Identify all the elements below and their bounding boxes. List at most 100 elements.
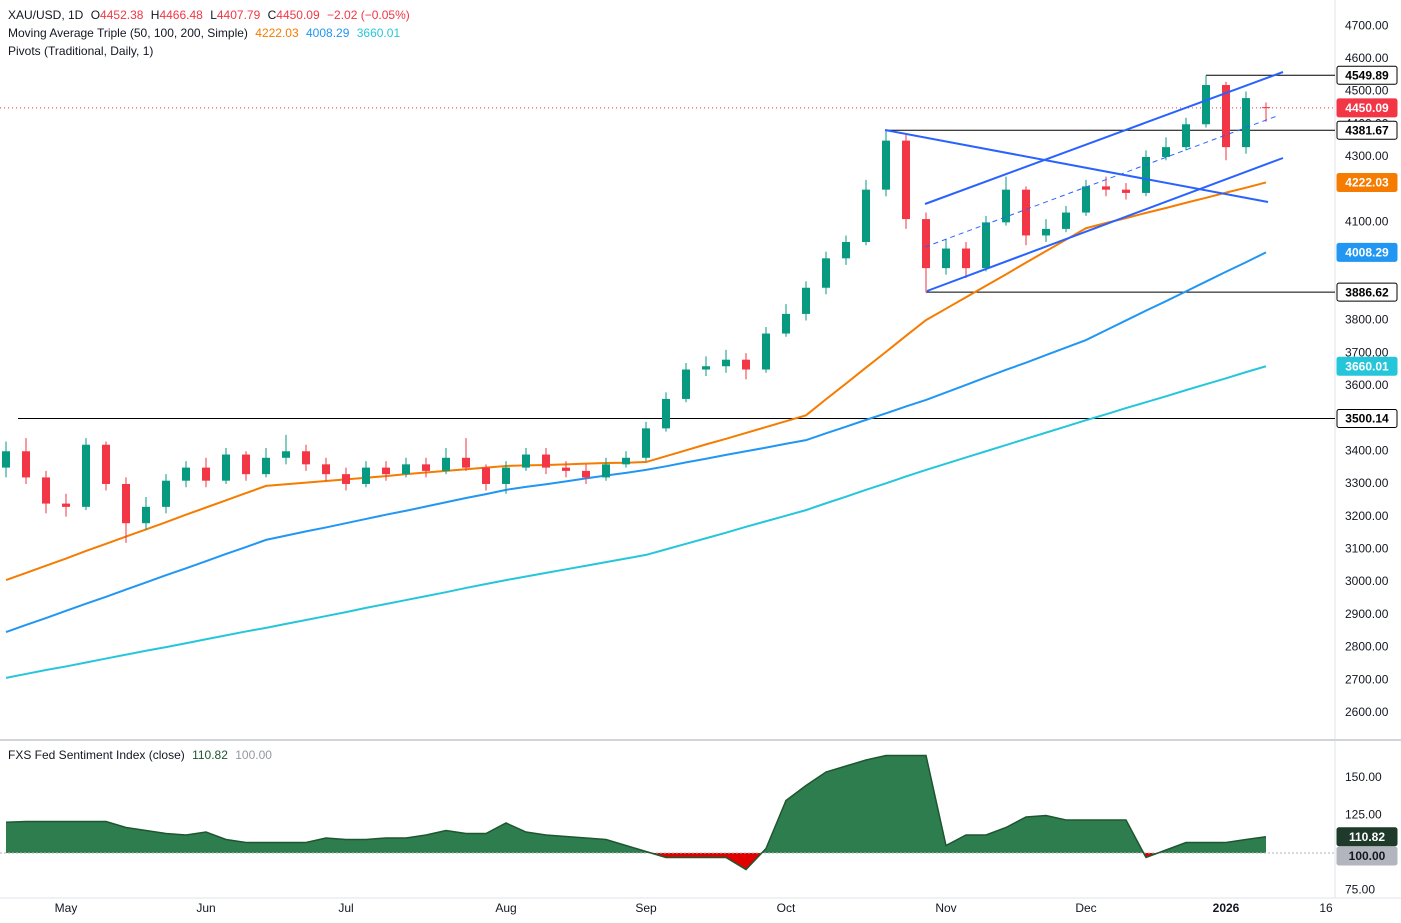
candle-body — [422, 464, 430, 471]
price-tag — [1336, 242, 1398, 262]
price-tag — [1336, 846, 1398, 866]
y-tick-label: 4300.00 — [1345, 149, 1389, 163]
candle-body — [582, 470, 590, 478]
candle-body — [482, 467, 490, 484]
candle-body — [102, 444, 110, 484]
price-tag-label: 3500.14 — [1345, 412, 1389, 426]
candle-body — [922, 219, 930, 269]
candle-body — [842, 241, 850, 259]
y-tick-label: 150.00 — [1345, 770, 1382, 784]
candle-body — [1222, 85, 1230, 148]
candle-body — [462, 457, 470, 468]
ohlc-letter: L — [210, 8, 217, 22]
ohlc-value: 4452.38 — [100, 8, 144, 22]
indicator-legend: FXS Fed Sentiment Index (close) 110.82 1… — [8, 746, 276, 764]
x-tick-label: 2026 — [1213, 901, 1240, 915]
candle-body — [162, 480, 170, 507]
candle-body — [1262, 107, 1270, 109]
candle-body — [2, 451, 10, 468]
candle-body — [542, 454, 550, 468]
y-tick-label: 3400.00 — [1345, 443, 1389, 457]
sentiment-line — [5, 754, 1267, 871]
ma-row: Moving Average Triple (50, 100, 200, Sim… — [8, 24, 414, 42]
change: −2.02 (−0.05%) — [327, 8, 410, 22]
y-tick-label: 3700.00 — [1345, 345, 1389, 359]
candle-body — [602, 464, 610, 478]
price-tag-label: 3886.62 — [1345, 285, 1389, 299]
price-tag — [1336, 120, 1398, 140]
x-tick-label: Jul — [338, 901, 353, 915]
indicator-value: 110.82 — [192, 748, 228, 762]
x-tick-label: Oct — [777, 901, 796, 915]
ma-title: Moving Average Triple (50, 100, 200, Sim… — [8, 26, 248, 40]
candle-body — [742, 359, 750, 370]
candle-body — [1122, 189, 1130, 193]
main-legend: XAU/USD, 1D O4452.38 H4466.48 L4407.79 C… — [8, 6, 414, 60]
y-tick-label: 4600.00 — [1345, 51, 1389, 65]
candle-body — [442, 457, 450, 471]
price-tag-label: 4381.67 — [1345, 123, 1389, 137]
x-tick-label: Jun — [196, 901, 215, 915]
candle-body — [42, 477, 50, 504]
candle-body — [642, 428, 650, 458]
indicator-baseline: 100.00 — [235, 748, 272, 762]
x-tick-label: May — [55, 901, 78, 915]
candle-body — [1062, 212, 1070, 229]
pivots-title: Pivots (Traditional, Daily, 1) — [8, 44, 154, 58]
candle-body — [1242, 98, 1250, 148]
candle-body — [622, 457, 630, 465]
x-tick-label: Aug — [495, 901, 516, 915]
y-tick-label: 3800.00 — [1345, 313, 1389, 327]
candle-body — [62, 503, 70, 507]
candle-body — [1082, 186, 1090, 213]
candle-body — [22, 451, 30, 478]
x-tick-label: Nov — [935, 901, 956, 915]
candle-body — [382, 467, 390, 475]
candle-body — [882, 140, 890, 190]
candle-body — [122, 483, 130, 524]
y-tick-label: 4700.00 — [1345, 18, 1389, 32]
candle-body — [522, 454, 530, 468]
ma-value: 4008.29 — [306, 26, 350, 40]
candle-body — [782, 313, 790, 334]
moving-average-line — [5, 365, 1267, 679]
candle-body — [982, 222, 990, 269]
price-tag — [1336, 827, 1398, 847]
y-tick-label: 2900.00 — [1345, 607, 1389, 621]
price-tag — [1336, 172, 1398, 192]
price-tag — [1336, 282, 1398, 302]
price-tag-label: 100.00 — [1349, 849, 1386, 863]
price-tag-label: 110.82 — [1349, 830, 1385, 844]
candle-body — [1002, 189, 1010, 223]
price-tag-label: 4222.03 — [1345, 176, 1389, 190]
trend-drawings — [884, 71, 1284, 292]
y-tick-label: 4100.00 — [1345, 215, 1389, 229]
x-tick-label: Dec — [1075, 901, 1096, 915]
y-tick-label: 3600.00 — [1345, 378, 1389, 392]
candle-body — [322, 464, 330, 475]
ma-value: 4222.03 — [255, 26, 299, 40]
candle-body — [1202, 85, 1210, 125]
indicator-title: FXS Fed Sentiment Index (close) — [8, 748, 185, 762]
channel-lower — [926, 157, 1284, 292]
symbol: XAU/USD, 1D — [8, 8, 84, 22]
candle-body — [182, 467, 190, 481]
candle-body — [942, 248, 950, 269]
candle-body — [502, 467, 510, 484]
candle-body — [1102, 186, 1110, 190]
y-tick-label: 3300.00 — [1345, 476, 1389, 490]
y-tick-label: 3000.00 — [1345, 574, 1389, 588]
candle-body — [802, 287, 810, 314]
price-tag-label: 3660.01 — [1345, 359, 1389, 373]
y-tick-label: 2700.00 — [1345, 672, 1389, 686]
descending-trendline — [884, 129, 1269, 203]
candle-body — [702, 366, 710, 370]
price-tag — [1336, 356, 1398, 376]
candle-body — [862, 189, 870, 242]
price-tag-label: 4450.09 — [1345, 101, 1389, 115]
candle-body — [202, 467, 210, 481]
y-tick-label: 2600.00 — [1345, 705, 1389, 719]
candle-body — [362, 467, 370, 484]
